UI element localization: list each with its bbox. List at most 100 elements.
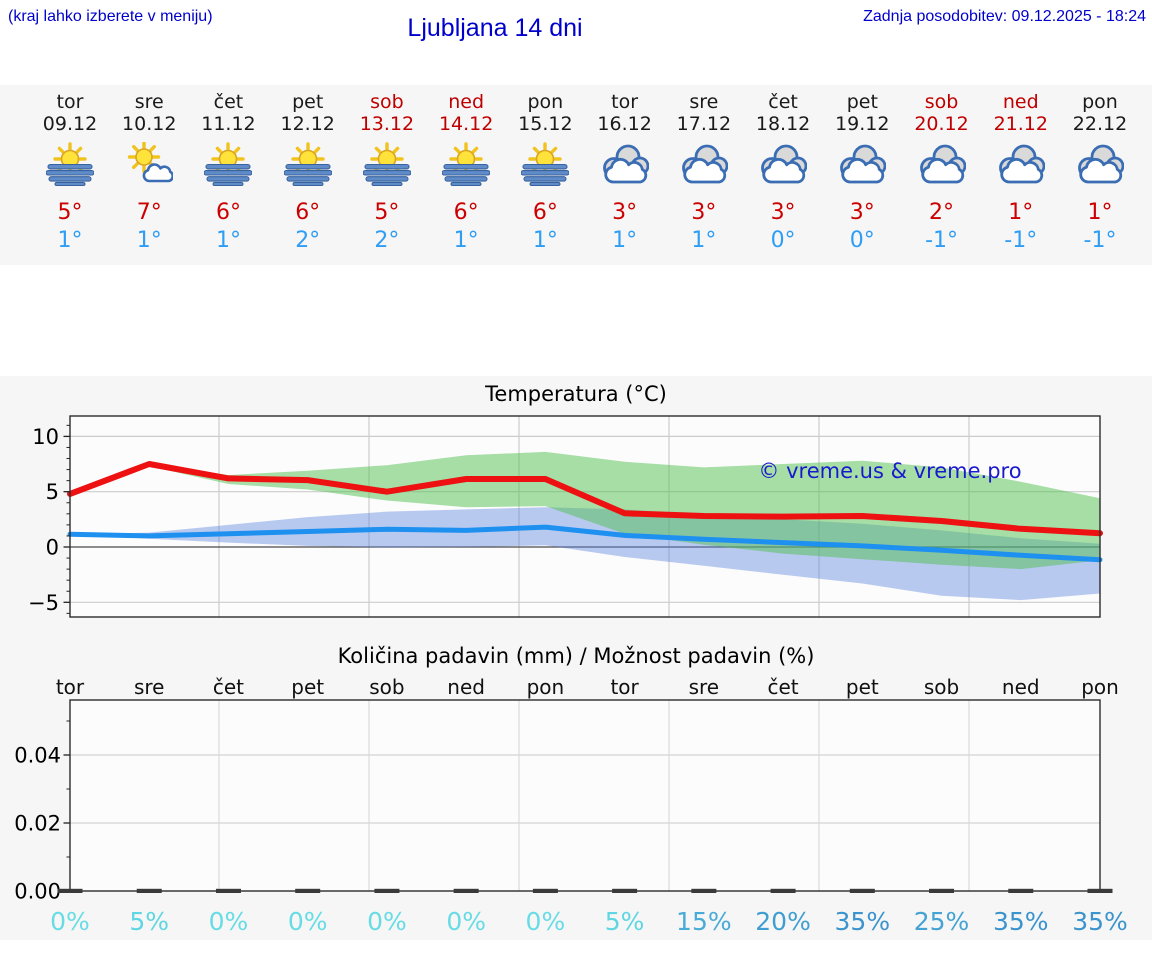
day-date: 13.12 bbox=[359, 113, 415, 135]
pop-label: 5% bbox=[605, 907, 645, 936]
precip-day-label: tor bbox=[56, 675, 85, 699]
day-name: sob bbox=[370, 91, 404, 113]
day-date: 19.12 bbox=[835, 113, 890, 135]
forecast-day-12: sob 20.12 2° -1° bbox=[901, 91, 983, 253]
high-temp: 2° bbox=[929, 200, 955, 225]
precip-bar bbox=[295, 888, 321, 893]
pop-label: 0% bbox=[288, 907, 328, 936]
precip-bar bbox=[929, 888, 955, 893]
precip-bar bbox=[1008, 888, 1034, 893]
precip-day-label: čet bbox=[213, 675, 244, 699]
precip-ytick-label: 0.00 bbox=[14, 880, 61, 904]
cloudy-icon bbox=[663, 142, 745, 188]
precip-day-label: ned bbox=[1002, 675, 1040, 699]
high-temp: 3° bbox=[770, 200, 796, 225]
precip-day-label: pon bbox=[1081, 675, 1119, 699]
high-temp: 1° bbox=[1087, 200, 1113, 225]
high-temp: 3° bbox=[691, 200, 717, 225]
day-date: 22.12 bbox=[1072, 113, 1128, 135]
last-update-text: Zadnja posodobitev: 09.12.2025 - 18:24 bbox=[863, 8, 1146, 25]
day-name: čet bbox=[213, 91, 244, 113]
pop-label: 0% bbox=[209, 907, 249, 936]
forecast-day-10: čet 18.12 3° 0° bbox=[742, 91, 824, 253]
day-name: tor bbox=[611, 91, 639, 113]
precip-bar bbox=[691, 888, 717, 893]
pop-label: 0% bbox=[446, 907, 486, 936]
low-temp: 1° bbox=[215, 228, 241, 253]
temp-ytick-label: 10 bbox=[32, 425, 59, 449]
pop-label: 15% bbox=[676, 907, 732, 936]
day-name: sre bbox=[689, 91, 719, 113]
precip-day-label: pon bbox=[527, 675, 565, 699]
day-date: 16.12 bbox=[597, 113, 652, 135]
precip-day-label: sob bbox=[924, 675, 959, 699]
day-name: pet bbox=[292, 91, 324, 113]
forecast-day-13: ned 21.12 1° -1° bbox=[980, 91, 1062, 253]
precip-bar bbox=[57, 888, 83, 893]
low-temp: -1° bbox=[1004, 228, 1038, 253]
precip-bar bbox=[770, 888, 796, 893]
high-temp: 5° bbox=[374, 200, 400, 225]
forecast-day-14: pon 22.12 1° -1° bbox=[1059, 91, 1141, 253]
low-temp: 0° bbox=[849, 228, 875, 253]
precip-bar bbox=[1087, 888, 1113, 893]
high-temp: 6° bbox=[532, 200, 558, 225]
temp-ytick-label: 0 bbox=[46, 536, 59, 560]
low-temp: -1° bbox=[925, 228, 958, 253]
day-date: 10.12 bbox=[122, 113, 177, 135]
high-temp: 5° bbox=[57, 200, 83, 225]
forecast-day-2: sre 10.12 7° 1° bbox=[108, 91, 190, 253]
day-name: sre bbox=[134, 91, 164, 113]
precip-day-label: sre bbox=[689, 675, 720, 699]
low-temp: 1° bbox=[612, 228, 638, 253]
precip-ytick-label: 0.02 bbox=[14, 812, 61, 836]
temp-ytick-label: −5 bbox=[28, 591, 59, 615]
high-temp: 7° bbox=[136, 200, 162, 225]
day-name: pet bbox=[846, 91, 878, 113]
sun-cloud-icon bbox=[108, 142, 190, 188]
sun-fog-icon bbox=[346, 142, 428, 188]
precip-day-label: čet bbox=[767, 675, 798, 699]
low-temp: 0° bbox=[770, 228, 796, 253]
forecast-day-9: sre 17.12 3° 1° bbox=[663, 91, 745, 253]
sun-fog-icon bbox=[425, 142, 507, 188]
pop-label: 0% bbox=[367, 907, 407, 936]
low-temp: 2° bbox=[374, 228, 400, 253]
precip-day-label: tor bbox=[610, 675, 639, 699]
high-temp: 6° bbox=[453, 200, 479, 225]
pop-label: 35% bbox=[835, 907, 891, 936]
low-temp: 1° bbox=[57, 228, 83, 253]
sun-fog-icon bbox=[29, 142, 111, 188]
precip-bar bbox=[136, 888, 162, 893]
day-name: tor bbox=[56, 91, 84, 113]
forecast-day-8: tor 16.12 3° 1° bbox=[584, 91, 666, 253]
high-temp: 6° bbox=[295, 200, 321, 225]
day-date: 18.12 bbox=[755, 113, 811, 135]
min-temperature-line bbox=[67, 524, 1103, 563]
high-temp: 6° bbox=[215, 200, 241, 225]
high-temp: 1° bbox=[1008, 200, 1034, 225]
precip-ytick-label: 0.04 bbox=[14, 744, 61, 768]
high-temp: 3° bbox=[849, 200, 875, 225]
pop-label: 5% bbox=[129, 907, 169, 936]
forecast-day-6: ned 14.12 6° 1° bbox=[425, 91, 507, 253]
day-name: sob bbox=[924, 91, 959, 113]
day-name: pon bbox=[1082, 91, 1118, 113]
day-name: pon bbox=[527, 91, 564, 113]
page-title: Ljubljana 14 dni bbox=[407, 14, 583, 42]
pop-label: 35% bbox=[1072, 907, 1128, 936]
low-temp: 2° bbox=[295, 228, 321, 253]
day-name: ned bbox=[448, 91, 485, 113]
pop-label: 20% bbox=[755, 907, 811, 936]
watermark-link[interactable]: © vreme.us & vreme.pro bbox=[758, 459, 1021, 483]
cloudy-icon bbox=[821, 142, 903, 188]
day-date: 09.12 bbox=[42, 113, 98, 135]
low-temp: -1° bbox=[1083, 228, 1117, 253]
forecast-day-3: čet 11.12 6° 1° bbox=[187, 91, 269, 253]
precipitation-chart-title: Količina padavin (mm) / Možnost padavin … bbox=[337, 644, 815, 668]
pop-label: 0% bbox=[526, 907, 566, 936]
charts-section: Temperatura (°C) © vreme.us & vreme.pro 1… bbox=[0, 376, 1152, 940]
day-name: ned bbox=[1002, 91, 1039, 113]
forecast-day-4: pet 12.12 6° 2° bbox=[267, 91, 349, 253]
precipitation-chart: tor sre čet pet sob ned pon tor sre čet pet sob ned p… bbox=[14, 675, 1128, 936]
